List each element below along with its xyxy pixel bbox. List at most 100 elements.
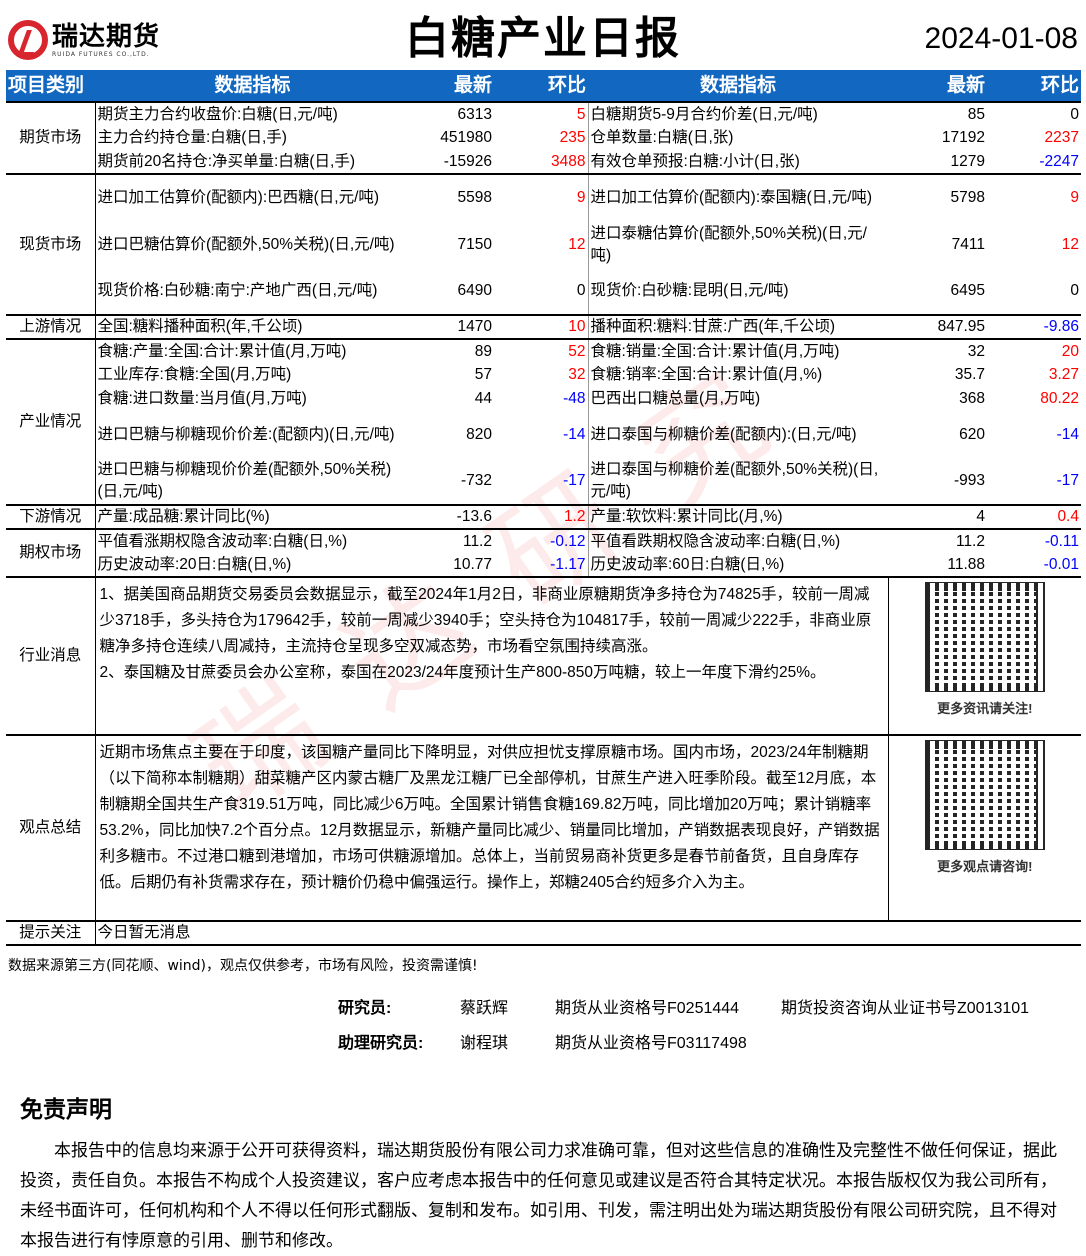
logo-mark-icon bbox=[8, 20, 48, 60]
table-row: 进口巴糖与柳糖现价价差(配额外,50%关税)(日,元/吨) -732 -17 进口泰国… bbox=[6, 458, 1081, 505]
indicator-name: 巴西出口糖总量(月,万吨) bbox=[590, 390, 761, 407]
indicator-name: 平值看涨期权隐含波动率:白糖(日,%) bbox=[95, 528, 410, 553]
indicator-name: 进口加工估算价(配额内):巴西糖(日,元/吨) bbox=[95, 173, 410, 221]
latest-value: 4 bbox=[888, 504, 993, 529]
disclaimer-text: 本报告中的信息均来源于公开可获得资料，瑞达期货股份有限公司力求准确可靠，但对这些… bbox=[20, 1141, 1057, 1251]
change-value: 12 bbox=[500, 221, 589, 268]
category-cell: 上游情况 bbox=[6, 314, 96, 339]
indicator-name: 食糖:产量:全国:合计:累计值(月,万吨) bbox=[95, 338, 410, 363]
change-value: -0.12 bbox=[500, 528, 589, 553]
indicator-name: 食糖:销量:全国:合计:累计值(月,万吨) bbox=[588, 338, 888, 363]
indicator-name: 播种面积:糖料:甘蔗:广西(年,千公顷) bbox=[588, 314, 888, 339]
change-value: -1.17 bbox=[500, 553, 589, 577]
latest-value: -15926 bbox=[443, 152, 492, 170]
table-row: 工业库存:食糖:全国(月,万吨) 57 32 食糖:销率:全国:合计:累计值(月,%)… bbox=[6, 363, 1081, 387]
indicator-name: 主力合约持仓量:白糖(日,手) bbox=[97, 129, 287, 146]
latest-value: 32 bbox=[888, 338, 993, 363]
table-row: 期货前20名持仓:净买单量:白糖(日,手) -15926 3488 有效仓单预报:白糖… bbox=[6, 150, 1081, 174]
category-cell: 观点总结 bbox=[6, 734, 96, 921]
change-value: 9 bbox=[993, 173, 1081, 221]
change-value: 2237 bbox=[1044, 129, 1079, 146]
staff-cert-advisory: 期货投资咨询从业证书号Z0013101 bbox=[781, 1000, 1030, 1017]
staff-cert: 期货从业资格号F0251444 bbox=[555, 1000, 740, 1017]
view-text: 近期市场焦点主要在于印度，该国糖产量同比下降明显，对供应担忧支撑原糖市场。国内市… bbox=[95, 734, 888, 921]
change-value: -0.11 bbox=[993, 528, 1081, 553]
latest-value: -13.6 bbox=[410, 504, 500, 529]
category-cell: 下游情况 bbox=[6, 504, 96, 529]
table-row: 期权市场 平值看涨期权隐含波动率:白糖(日,%) 11.2 -0.12 平值看跌期权隐含… bbox=[6, 528, 1081, 577]
indicator-name: 现货价:白砂糖:昆明(日,元/吨) bbox=[590, 282, 789, 299]
latest-value: 6313 bbox=[410, 101, 500, 126]
change-value: -14 bbox=[500, 411, 589, 458]
staff-row: 研究员: 蔡跃辉 期货从业资格号F0251444 期货投资咨询从业证书号Z001310… bbox=[338, 994, 1029, 1018]
change-value: 10 bbox=[500, 314, 589, 339]
latest-value: 11.2 bbox=[410, 528, 500, 553]
change-value: 52 bbox=[500, 338, 589, 363]
news-row: 行业消息 1、据美国商品期货交易委员会数据显示，截至2024年1月2日，非商业原糖… bbox=[6, 576, 1081, 735]
column-header: 项目类别 bbox=[6, 70, 95, 102]
latest-value: 5598 bbox=[410, 173, 500, 221]
indicator-name: 产量:成品糖:累计同比(%) bbox=[95, 504, 410, 529]
tips-text: 今日暂无消息 bbox=[95, 920, 1081, 946]
change-value: -2247 bbox=[1039, 152, 1079, 170]
indicator-name: 仓单数量:白糖(日,张) bbox=[590, 129, 734, 146]
latest-value: 17192 bbox=[941, 129, 985, 146]
indicator-name: 全国:糖料播种面积(年,千公顷) bbox=[95, 314, 410, 339]
latest-value: 85 bbox=[888, 101, 993, 126]
category-cell: 提示关注 bbox=[6, 920, 96, 946]
column-header: 数据指标 bbox=[588, 70, 888, 102]
indicator-name: 期货主力合约收盘价:白糖(日,元/吨) bbox=[95, 101, 410, 126]
category-cell: 行业消息 bbox=[6, 576, 96, 735]
tips-row: 提示关注 今日暂无消息 bbox=[6, 920, 1081, 946]
staff-name: 蔡跃辉 bbox=[460, 1000, 509, 1017]
table-row: 主力合约持仓量:白糖(日,手) 451980 235 仓单数量:白糖(日,张) 1719… bbox=[6, 126, 1081, 150]
staff-role: 研究员: bbox=[338, 1000, 392, 1017]
view-row: 观点总结 近期市场焦点主要在于印度，该国糖产量同比下降明显，对供应担忧支撑原糖市场… bbox=[6, 734, 1081, 921]
change-value: -17 bbox=[1056, 472, 1079, 489]
latest-value: 5798 bbox=[888, 173, 993, 221]
indicator-name: 进口巴糖与柳糖现价价差(配额外,50%关税)(日,元/吨) bbox=[97, 461, 392, 500]
latest-value: 820 bbox=[466, 425, 492, 443]
data-table: 项目类别 数据指标 最新 环比 数据指标 最新 环比 期货市场 期货主力合约收盘价:白糖(日,… bbox=[6, 70, 1081, 946]
change-value: -48 bbox=[500, 387, 589, 411]
table-row: 进口巴糖与柳糖现价价差:(配额内)(日,元/吨) 820 -14 进口泰国与柳糖价差(… bbox=[6, 411, 1081, 458]
source-note: 数据来源第三方(同花顺、wind)，观点仅供参考，市场有风险，投资需谨慎! bbox=[8, 958, 478, 974]
report-title: 白糖产业日报 bbox=[405, 13, 681, 64]
change-value: 0 bbox=[1070, 282, 1079, 299]
latest-value: 6490 bbox=[457, 282, 492, 299]
latest-value: 89 bbox=[410, 338, 500, 363]
qr-cell: 更多资讯请关注! bbox=[887, 576, 1081, 735]
latest-value: 11.2 bbox=[888, 528, 993, 553]
change-value: 32 bbox=[500, 363, 589, 387]
change-value: 0 bbox=[500, 268, 589, 315]
news-item: 2、泰国糖及甘蔗委员会办公室称，泰国在2023/24年度预计生产800-850万… bbox=[99, 664, 826, 681]
table-row: 下游情况 产量:成品糖:累计同比(%) -13.6 1.2 产量:软饮料:累计同比(月,… bbox=[6, 504, 1081, 529]
latest-value: 847.95 bbox=[888, 314, 993, 339]
qr-code-icon[interactable] bbox=[924, 582, 1045, 692]
column-header: 最新 bbox=[888, 70, 993, 102]
column-header: 数据指标 bbox=[95, 70, 410, 102]
table-row: 产业情况 食糖:产量:全国:合计:累计值(月,万吨) 89 52 食糖:销量:全国:合计… bbox=[6, 338, 1081, 505]
change-value: 12 bbox=[1061, 235, 1079, 253]
table-row: 现货价格:白砂糖:南宁:产地广西(日,元/吨) 6490 0 现货价:白砂糖:昆明(日… bbox=[6, 268, 1081, 315]
latest-value: 10.77 bbox=[453, 555, 492, 573]
latest-value: 57 bbox=[474, 366, 492, 383]
latest-value: -993 bbox=[953, 472, 985, 489]
qr-caption: 更多观点请咨询! bbox=[937, 859, 1033, 874]
staff-cert: 期货从业资格号F03117498 bbox=[555, 1035, 747, 1052]
table-row: 现货市场 进口加工估算价(配额内):巴西糖(日,元/吨) 5598 9 进口加工估算价(… bbox=[6, 173, 1081, 315]
table-row: 期货市场 期货主力合约收盘价:白糖(日,元/吨) 6313 5 白糖期货5-9月合约价差… bbox=[6, 101, 1081, 174]
latest-value: 620 bbox=[959, 425, 985, 443]
category-cell: 期货市场 bbox=[6, 101, 96, 174]
indicator-name: 进口泰糖估算价(配额外,50%关税)(日,元/吨) bbox=[590, 224, 867, 264]
latest-value: 7411 bbox=[951, 235, 985, 253]
indicator-name: 有效仓单预报:白糖:小计(日,张) bbox=[590, 152, 800, 170]
table-row: 进口巴糖估算价(配额外,50%关税)(日,元/吨) 7150 12 进口泰糖估算价(配… bbox=[6, 221, 1081, 268]
latest-value: 6495 bbox=[950, 282, 985, 299]
indicator-name: 平值看跌期权隐含波动率:白糖(日,%) bbox=[588, 528, 888, 553]
qr-cell: 更多观点请咨询! bbox=[887, 734, 1081, 921]
disclaimer-title: 免责声明 bbox=[20, 1097, 112, 1123]
indicator-name: 期货前20名持仓:净买单量:白糖(日,手) bbox=[97, 152, 355, 170]
latest-value: 1470 bbox=[410, 314, 500, 339]
qr-code-icon[interactable] bbox=[924, 740, 1045, 850]
